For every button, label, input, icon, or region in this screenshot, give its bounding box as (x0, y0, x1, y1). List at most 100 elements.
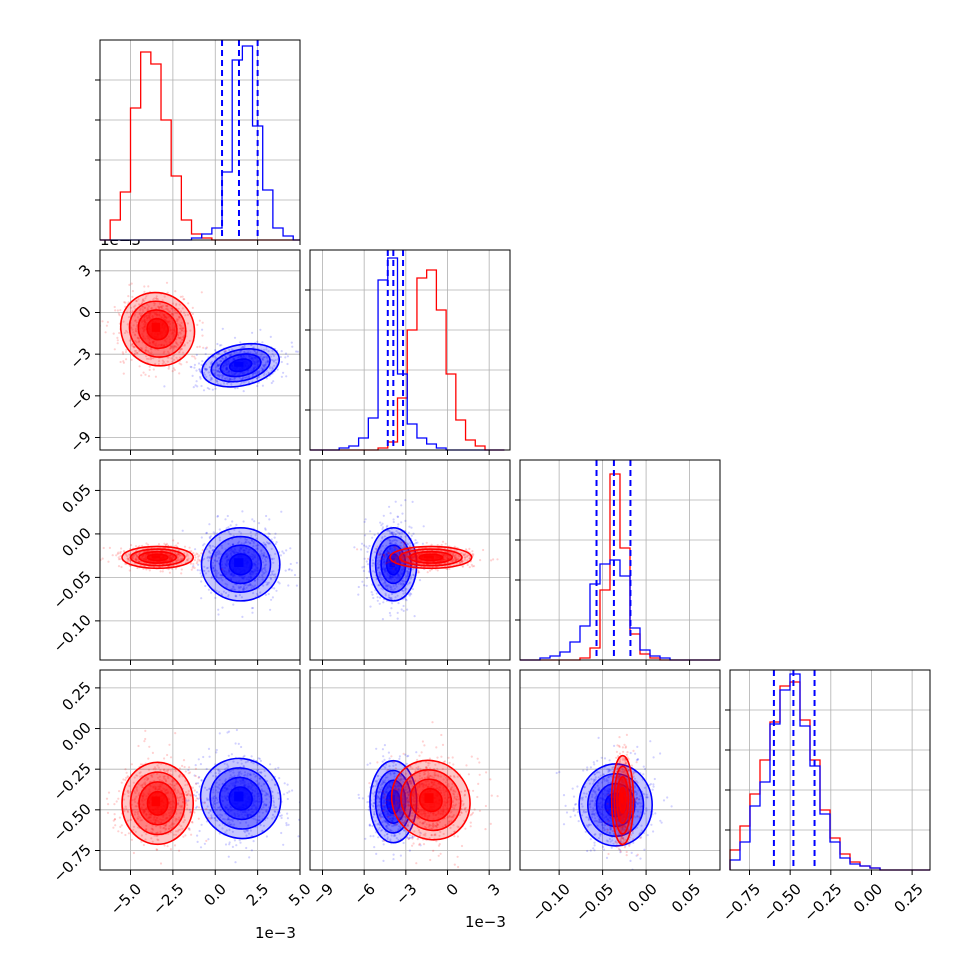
scatter-point (226, 382, 229, 385)
scatter-point (404, 588, 407, 592)
scatter-point (183, 298, 186, 301)
scatter-point (225, 829, 228, 832)
scatter-point (270, 359, 274, 362)
scatter-point (263, 552, 266, 555)
scatter-point (407, 567, 410, 571)
scatter-point (202, 755, 205, 759)
scatter-point (231, 587, 234, 591)
scatter-point (385, 544, 388, 547)
scatter-point (187, 557, 190, 560)
scatter-point (242, 755, 245, 759)
scatter-point (282, 793, 286, 796)
scatter-point (244, 380, 247, 383)
scatter-point (178, 350, 181, 353)
scatter-point (236, 774, 239, 777)
scatter-point (141, 308, 144, 311)
scatter-point (254, 818, 257, 821)
scatter-point (134, 327, 137, 330)
scatter-point (272, 354, 275, 357)
scatter-point (401, 589, 404, 592)
scatter-point (235, 728, 238, 732)
scatter-point (199, 370, 202, 373)
scatter-point (145, 562, 148, 565)
panel-background (100, 670, 300, 870)
scatter-point (208, 523, 211, 526)
scatter-point (239, 770, 242, 774)
scatter-point (256, 372, 259, 375)
scatter-point (246, 830, 249, 833)
scatter-point (146, 349, 150, 353)
scatter-point (208, 551, 211, 554)
scatter-point (198, 785, 201, 788)
scatter-point (235, 844, 238, 847)
scatter-point (203, 565, 206, 568)
scatter-point (400, 541, 404, 544)
scatter-point (194, 556, 197, 559)
scatter-point (389, 532, 392, 535)
scatter-point (204, 347, 207, 350)
scatter-point (218, 539, 221, 542)
scatter-point (238, 530, 241, 533)
scatter-point (396, 515, 400, 519)
scatter-point (179, 327, 182, 330)
scatter-point (407, 559, 410, 562)
scatter-point (261, 811, 264, 814)
scatter-point (252, 372, 255, 376)
scatter-point (258, 375, 261, 378)
scatter-point (389, 596, 392, 599)
scatter-point (198, 345, 201, 348)
scatter-point (175, 318, 178, 321)
scatter-point (133, 314, 136, 317)
scatter-point (236, 761, 239, 764)
scatter-point (206, 798, 209, 802)
scatter-point (238, 587, 241, 590)
scatter-point (251, 331, 254, 334)
scatter-point (137, 340, 140, 344)
scatter-point (212, 791, 215, 794)
scatter-point (175, 559, 178, 563)
scatter-point (287, 584, 290, 587)
scatter-point (178, 372, 181, 375)
scatter-point (210, 576, 213, 580)
scatter-point (397, 602, 400, 605)
scatter-point (249, 773, 252, 777)
scatter-point (388, 611, 391, 615)
scatter-point (144, 349, 147, 352)
offset-label-bottom-second: 1e−3 (465, 913, 506, 931)
scatter-point (125, 358, 128, 361)
scatter-point (380, 557, 383, 560)
scatter-point (234, 588, 237, 591)
scatter-point (214, 795, 217, 798)
scatter-point (375, 547, 378, 551)
scatter-point (249, 583, 252, 586)
scatter-point (228, 348, 231, 352)
scatter-point (381, 528, 384, 531)
scatter-point (145, 568, 148, 571)
contour-red (129, 548, 186, 567)
scatter-point (406, 608, 409, 611)
scatter-point (260, 367, 263, 370)
scatter-point (409, 577, 412, 580)
scatter-point (275, 589, 278, 592)
scatter-point (371, 536, 374, 539)
scatter-point (360, 548, 363, 551)
scatter-point (286, 355, 289, 358)
scatter-point (208, 550, 211, 553)
scatter-point (416, 541, 419, 544)
scatter-point (162, 352, 165, 355)
scatter-point (229, 354, 232, 357)
scatter-point (265, 583, 268, 586)
scatter-point (180, 568, 183, 571)
scatter-point (390, 588, 393, 591)
scatter-point (227, 378, 230, 381)
scatter-point (201, 321, 204, 324)
scatter-point (399, 544, 402, 547)
scatter-point (403, 541, 406, 544)
scatter-point (370, 591, 373, 594)
scatter-point (272, 557, 275, 560)
scatter-point (223, 358, 226, 361)
scatter-point (403, 542, 407, 545)
scatter-point (215, 796, 218, 800)
panel-content (353, 499, 499, 621)
scatter-point (133, 333, 136, 336)
